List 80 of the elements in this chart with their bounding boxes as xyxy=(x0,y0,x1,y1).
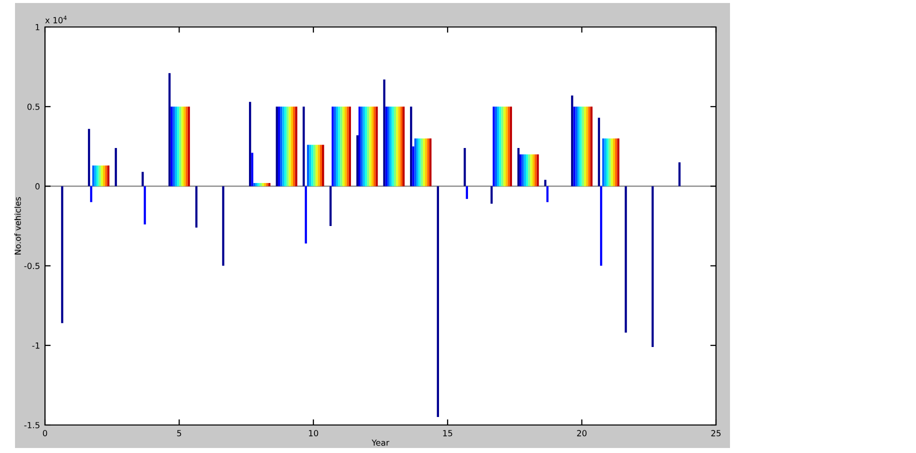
bar xyxy=(90,186,92,202)
y-tick-label: -1 xyxy=(32,342,40,349)
bar xyxy=(606,138,609,186)
bar xyxy=(222,186,224,266)
x-tick-label: 25 xyxy=(711,430,721,436)
y-tick-label: 1 xyxy=(36,24,40,30)
bar xyxy=(464,148,466,186)
bar xyxy=(88,128,90,186)
bar xyxy=(412,146,414,186)
bar xyxy=(142,172,144,186)
y-tick-label: 0 xyxy=(35,183,40,190)
bar xyxy=(394,106,396,186)
bar xyxy=(590,106,593,186)
bar xyxy=(364,106,368,186)
bar xyxy=(575,106,578,186)
x-axis-title: Year xyxy=(372,440,390,446)
bar xyxy=(544,180,546,186)
bar xyxy=(114,148,117,186)
y-tick-label: 0.5 xyxy=(27,104,40,110)
x-tick-label: 5 xyxy=(177,430,182,436)
x-tick-label: 10 xyxy=(309,430,318,436)
bar xyxy=(496,106,500,186)
bar xyxy=(306,144,310,186)
bar xyxy=(526,154,528,186)
bar xyxy=(94,166,97,186)
x-tick-label: 0 xyxy=(42,430,48,436)
bar xyxy=(251,152,254,186)
bar xyxy=(598,118,600,186)
bar xyxy=(313,144,316,186)
bar xyxy=(517,148,520,186)
bar xyxy=(144,186,146,224)
bar xyxy=(410,106,412,186)
x-tick-label: 20 xyxy=(577,430,587,436)
bar xyxy=(248,102,252,186)
bar xyxy=(92,166,94,186)
bar xyxy=(174,106,178,186)
bar xyxy=(490,186,493,204)
bar xyxy=(356,135,358,186)
y-axis-title: No.of vehicles xyxy=(14,197,21,254)
bar xyxy=(102,166,106,186)
bar xyxy=(342,106,345,186)
bar xyxy=(330,186,332,226)
bar xyxy=(400,106,403,186)
bar xyxy=(422,138,426,186)
bar xyxy=(195,186,198,228)
bar xyxy=(358,106,361,186)
bar xyxy=(304,186,307,244)
text: x 10$^{4}$ xyxy=(45,16,67,24)
bar xyxy=(436,186,440,418)
bar xyxy=(168,73,171,186)
bar xyxy=(276,106,278,186)
bar xyxy=(387,106,390,186)
bar xyxy=(503,106,506,186)
bar xyxy=(600,186,602,266)
bar xyxy=(546,186,549,202)
bar xyxy=(383,80,386,186)
bar xyxy=(371,106,374,186)
bar xyxy=(322,144,324,186)
bar xyxy=(385,106,388,186)
bar xyxy=(612,138,616,186)
bar xyxy=(532,154,535,186)
bar xyxy=(336,106,338,186)
bar xyxy=(416,138,419,186)
bar xyxy=(284,106,287,186)
bar xyxy=(302,106,305,186)
y-tick-label: -0.5 xyxy=(24,262,40,270)
bar xyxy=(510,106,512,186)
bar xyxy=(584,106,586,186)
bar xyxy=(414,138,416,186)
bar xyxy=(278,106,280,186)
bar xyxy=(678,162,681,186)
bar xyxy=(402,106,405,186)
bar xyxy=(466,186,468,199)
x-tick-label: 15 xyxy=(443,430,452,436)
bar xyxy=(61,186,64,324)
bar xyxy=(624,186,627,333)
bar xyxy=(571,95,574,186)
bar xyxy=(183,106,186,186)
bar xyxy=(652,186,654,347)
y-tick-label: -1.5 xyxy=(24,422,40,428)
